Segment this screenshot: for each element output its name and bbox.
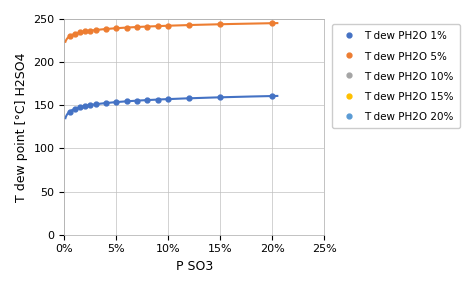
T dew PH2O 5% — [82, 30, 88, 33]
T dew PH2O 1% — [124, 100, 129, 103]
T dew PH2O 5% — [269, 22, 275, 25]
T dew PH2O 1% — [103, 101, 109, 105]
X-axis label: P SO3: P SO3 — [176, 260, 213, 273]
T dew PH2O 5% — [124, 26, 129, 29]
T dew PH2O 1% — [93, 103, 99, 106]
T dew PH2O 5% — [155, 24, 161, 28]
Line: T dew PH2O 5%: T dew PH2O 5% — [67, 21, 275, 39]
T dew PH2O 1% — [113, 100, 119, 104]
T dew PH2O 1% — [269, 94, 275, 98]
T dew PH2O 5% — [186, 23, 192, 27]
T dew PH2O 1% — [82, 104, 88, 108]
T dew PH2O 5% — [166, 24, 171, 27]
T dew PH2O 5% — [218, 22, 223, 26]
T dew PH2O 1% — [134, 99, 140, 102]
T dew PH2O 5% — [88, 29, 93, 32]
T dew PH2O 5% — [72, 32, 78, 36]
Legend: T dew PH2O 1%, T dew PH2O 5%, T dew PH2O 10%, T dew PH2O 15%, T dew PH2O 20%: T dew PH2O 1%, T dew PH2O 5%, T dew PH2O… — [332, 24, 460, 128]
T dew PH2O 1% — [67, 110, 72, 113]
T dew PH2O 1% — [218, 96, 223, 99]
T dew PH2O 5% — [77, 31, 83, 34]
T dew PH2O 1% — [145, 98, 150, 102]
Line: T dew PH2O 1%: T dew PH2O 1% — [67, 94, 275, 114]
T dew PH2O 5% — [93, 28, 99, 32]
T dew PH2O 1% — [155, 98, 161, 101]
T dew PH2O 1% — [186, 96, 192, 100]
T dew PH2O 1% — [77, 105, 83, 109]
T dew PH2O 1% — [88, 103, 93, 107]
T dew PH2O 1% — [72, 107, 78, 111]
T dew PH2O 5% — [103, 27, 109, 31]
Y-axis label: T dew point [°C] H2SO4: T dew point [°C] H2SO4 — [15, 52, 28, 202]
T dew PH2O 5% — [67, 35, 72, 38]
T dew PH2O 5% — [145, 25, 150, 28]
T dew PH2O 5% — [134, 25, 140, 29]
T dew PH2O 5% — [113, 26, 119, 30]
T dew PH2O 1% — [166, 97, 171, 101]
